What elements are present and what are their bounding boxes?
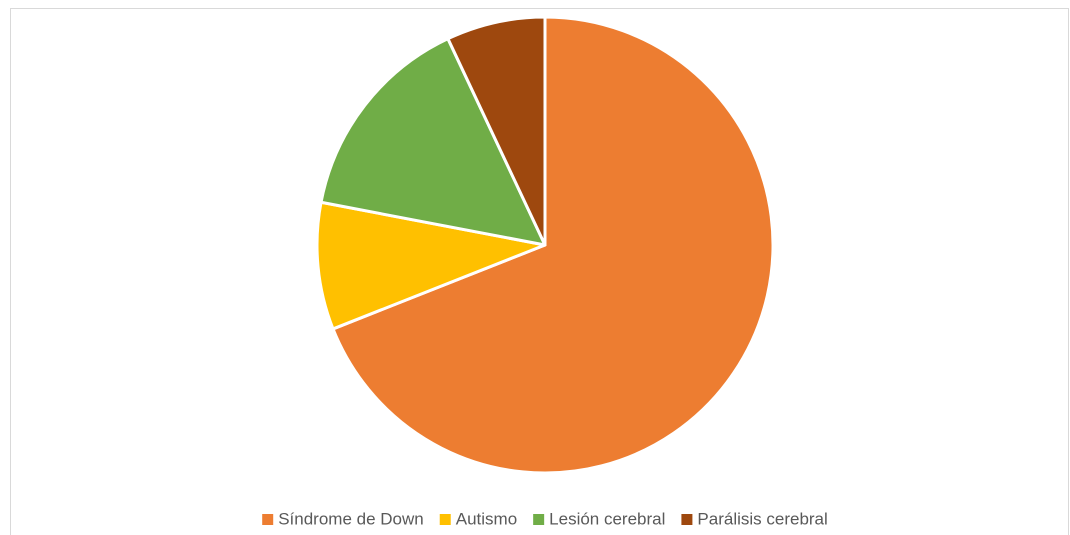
legend-swatch	[681, 514, 693, 525]
legend-item: Parálisis cerebral	[681, 509, 828, 528]
pie-slice	[319, 37, 547, 247]
legend-swatch	[262, 514, 274, 525]
legend-label: Autismo	[456, 509, 517, 528]
legend: Síndrome de Down Autismo Lesión cerebral Pa…	[262, 509, 828, 528]
legend-label: Parálisis cerebral	[697, 509, 827, 528]
pie-slice	[315, 200, 547, 331]
pie-slice	[331, 15, 775, 475]
legend-swatch	[439, 514, 451, 525]
legend-item: Autismo	[439, 509, 517, 528]
legend-item: Síndrome de Down	[262, 509, 424, 528]
pie-slice	[446, 15, 547, 247]
legend-label: Lesión cerebral	[549, 509, 665, 528]
legend-label: Síndrome de Down	[278, 509, 424, 528]
pie	[315, 15, 775, 475]
legend-swatch	[533, 514, 545, 525]
legend-item: Lesión cerebral	[533, 509, 665, 528]
